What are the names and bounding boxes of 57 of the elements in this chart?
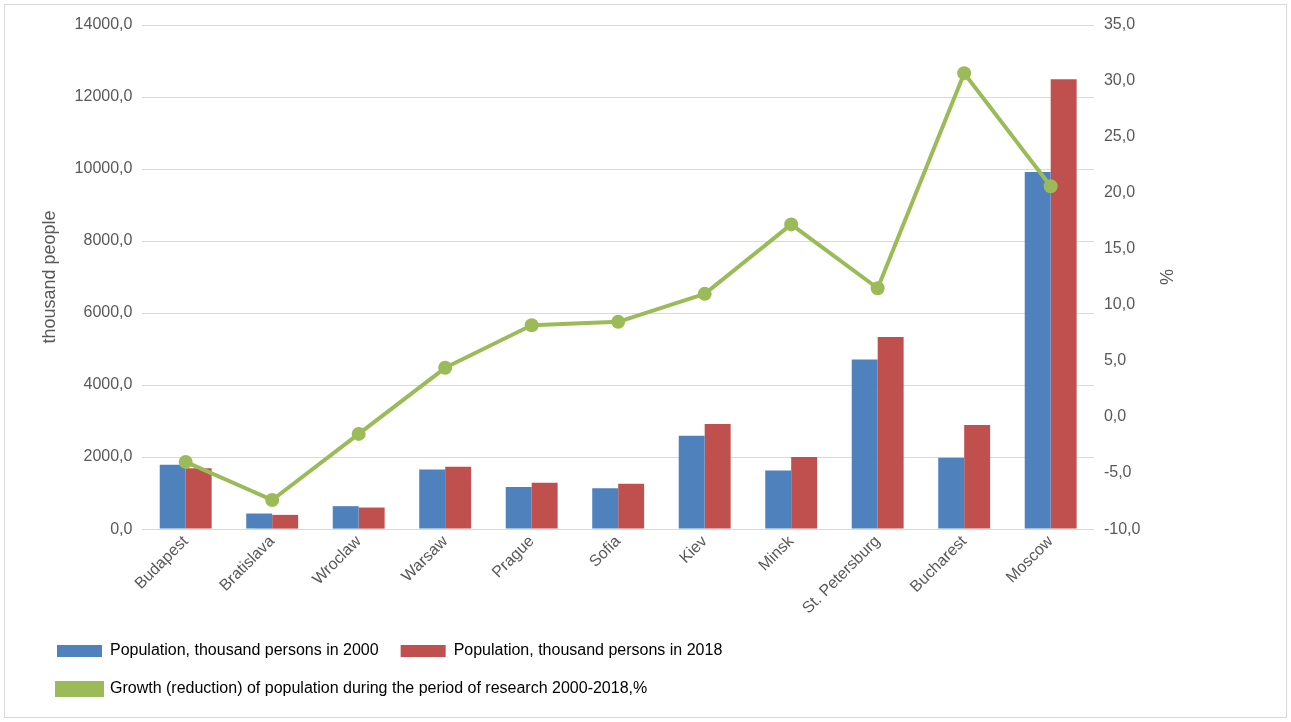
bar bbox=[877, 337, 904, 529]
point bbox=[870, 281, 885, 296]
bar bbox=[246, 513, 273, 529]
bar bbox=[765, 470, 792, 529]
bar bbox=[185, 468, 212, 529]
bar bbox=[704, 423, 731, 529]
legend-label: Population, thousand persons in 2000 bbox=[110, 641, 379, 659]
y-tick-label: 8000,0 bbox=[83, 231, 133, 249]
bar bbox=[938, 457, 965, 529]
bar bbox=[159, 464, 186, 529]
bar bbox=[272, 514, 299, 529]
bar bbox=[1024, 172, 1051, 529]
bar bbox=[791, 457, 818, 529]
y-tick-label: 2000,0 bbox=[83, 447, 133, 465]
point bbox=[438, 360, 453, 375]
bar bbox=[332, 506, 359, 529]
y-tick-label: 10000,0 bbox=[74, 159, 133, 177]
bar bbox=[358, 507, 385, 529]
y2-tick-label: 5,0 bbox=[1103, 351, 1127, 369]
bar bbox=[445, 466, 472, 529]
y2-tick-label: 25,0 bbox=[1103, 127, 1136, 145]
point bbox=[611, 314, 626, 329]
y2-tick-label: -10,0 bbox=[1103, 519, 1141, 537]
y2-tick-label: 30,0 bbox=[1103, 71, 1136, 89]
bar bbox=[531, 482, 558, 529]
bar bbox=[964, 424, 991, 529]
y2-tick-label: 10,0 bbox=[1103, 295, 1136, 313]
y-tick-label: 0,0 bbox=[110, 519, 133, 537]
bar bbox=[678, 435, 705, 529]
point bbox=[784, 217, 799, 232]
y-tick-label: 4000,0 bbox=[83, 375, 133, 393]
bar bbox=[592, 488, 619, 529]
point bbox=[697, 286, 712, 301]
bar bbox=[851, 359, 878, 529]
y-tick-label: 14000,0 bbox=[74, 15, 133, 33]
x-tick-label: Kiev bbox=[675, 532, 710, 567]
point bbox=[265, 492, 280, 507]
y2-tick-label: -5,0 bbox=[1103, 463, 1132, 481]
bar bbox=[1050, 79, 1077, 529]
y2-tick-label: 15,0 bbox=[1103, 239, 1136, 257]
bar bbox=[505, 486, 532, 529]
y-tick-label: 6000,0 bbox=[83, 303, 133, 321]
legend-label: Population, thousand persons in 2018 bbox=[453, 641, 723, 659]
y2-tick-label: 20,0 bbox=[1103, 183, 1136, 201]
y2-tick-label: 0,0 bbox=[1103, 407, 1127, 425]
y2-axis-title: % bbox=[1156, 269, 1177, 286]
point bbox=[178, 454, 193, 469]
point bbox=[957, 66, 972, 81]
y-axis-title: thousand people bbox=[38, 210, 59, 344]
y-tick-label: 12000,0 bbox=[74, 87, 133, 105]
point bbox=[1043, 179, 1058, 194]
point bbox=[524, 318, 539, 333]
y2-tick-label: 35,0 bbox=[1103, 15, 1136, 33]
bar bbox=[618, 483, 645, 529]
legend-label: Growth (reduction) of population during the period of research 2000-2018,% bbox=[110, 679, 648, 697]
point bbox=[351, 426, 366, 441]
bar bbox=[419, 469, 446, 529]
